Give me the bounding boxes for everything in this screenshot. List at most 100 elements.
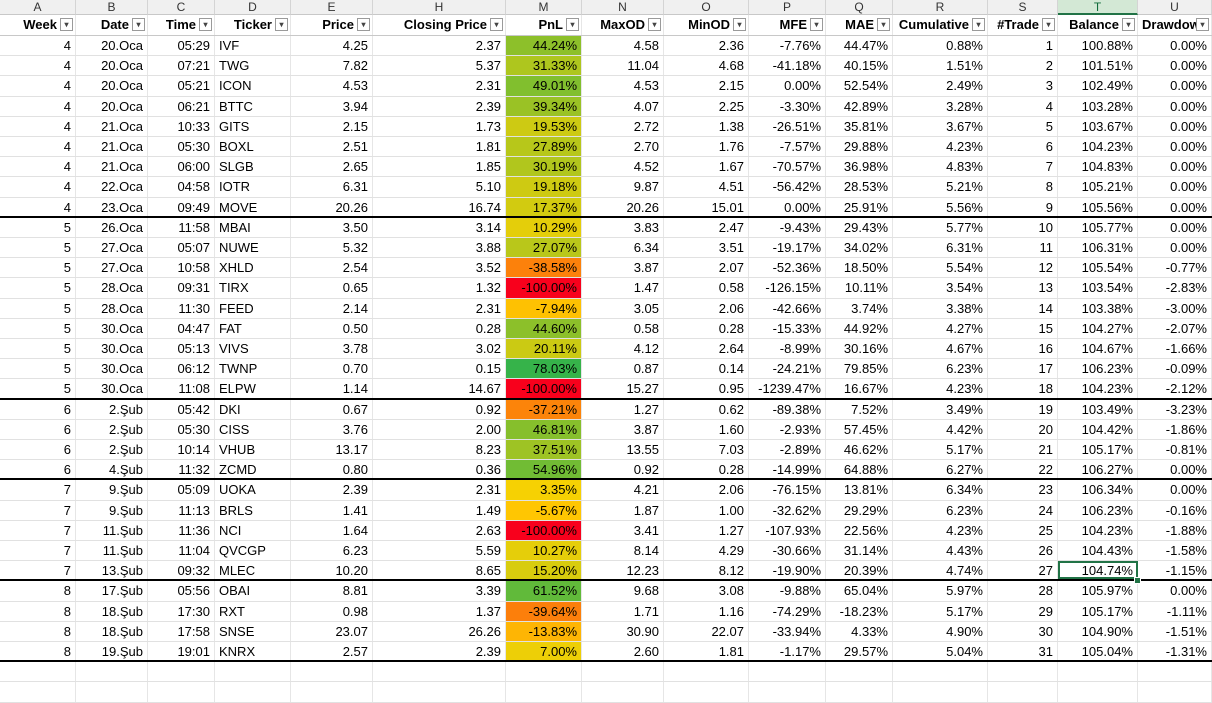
cell-minod[interactable]: 1.76 (664, 137, 749, 157)
cell-drawdown[interactable]: -1.11% (1138, 601, 1212, 621)
cell-trade[interactable]: 28 (988, 581, 1058, 601)
cell-price[interactable]: 3.50 (291, 217, 373, 237)
empty-cell[interactable] (1138, 662, 1212, 682)
cell-drawdown[interactable]: 0.00% (1138, 137, 1212, 157)
cell-cumulative[interactable]: 3.54% (893, 278, 988, 298)
cell-maxod[interactable]: 9.87 (582, 177, 664, 197)
empty-cell[interactable] (1058, 662, 1138, 682)
cell-mae[interactable]: -18.23% (826, 601, 893, 621)
cell-maxod[interactable]: 1.47 (582, 278, 664, 298)
cell-price[interactable]: 6.23 (291, 541, 373, 561)
cell-time[interactable]: 05:21 (148, 76, 215, 96)
cell-closing-price[interactable]: 2.31 (373, 480, 506, 500)
cell-date[interactable]: 17.Şub (76, 581, 148, 601)
cell-closing-price[interactable]: 1.85 (373, 157, 506, 177)
cell-trade[interactable]: 16 (988, 339, 1058, 359)
cell-ticker[interactable]: RXT (215, 601, 291, 621)
cell-minod[interactable]: 1.16 (664, 601, 749, 621)
cell-drawdown[interactable]: -1.88% (1138, 520, 1212, 540)
cell-drawdown[interactable]: -0.09% (1138, 359, 1212, 379)
cell-ticker[interactable]: BRLS (215, 500, 291, 520)
cell-drawdown[interactable]: 0.00% (1138, 96, 1212, 116)
cell-mae[interactable]: 57.45% (826, 419, 893, 439)
cell-date[interactable]: 20.Oca (76, 36, 148, 56)
filter-dropdown-icon[interactable]: ▾ (972, 18, 985, 31)
cell-minod[interactable]: 0.62 (664, 399, 749, 419)
cell-balance[interactable]: 104.74% (1058, 561, 1138, 580)
cell-mae[interactable]: 79.85% (826, 359, 893, 379)
cell-ticker[interactable]: OBAI (215, 581, 291, 601)
cell-week[interactable]: 8 (0, 601, 76, 621)
cell-drawdown[interactable]: 0.00% (1138, 460, 1212, 479)
cell-mae[interactable]: 10.11% (826, 278, 893, 298)
cell-drawdown[interactable]: -1.58% (1138, 541, 1212, 561)
cell-trade[interactable]: 14 (988, 298, 1058, 318)
empty-cell[interactable] (373, 682, 506, 702)
column-header-o[interactable]: O (664, 0, 749, 15)
cell-drawdown[interactable]: -3.23% (1138, 399, 1212, 419)
empty-cell[interactable] (749, 662, 826, 682)
empty-cell[interactable] (826, 682, 893, 702)
cell-week[interactable]: 5 (0, 318, 76, 338)
cell-pnl[interactable]: -37.21% (506, 399, 582, 419)
filter-dropdown-icon[interactable]: ▾ (357, 18, 370, 31)
cell-pnl[interactable]: 31.33% (506, 56, 582, 76)
cell-balance[interactable]: 105.97% (1058, 581, 1138, 601)
cell-minod[interactable]: 4.29 (664, 541, 749, 561)
cell-trade[interactable]: 10 (988, 217, 1058, 237)
filter-dropdown-icon[interactable]: ▾ (810, 18, 823, 31)
cell-time[interactable]: 11:13 (148, 500, 215, 520)
cell-price[interactable]: 13.17 (291, 440, 373, 460)
cell-mae[interactable]: 44.92% (826, 318, 893, 338)
cell-price[interactable]: 2.15 (291, 116, 373, 136)
cell-maxod[interactable]: 2.72 (582, 116, 664, 136)
cell-time[interactable]: 05:29 (148, 36, 215, 56)
cell-mae[interactable]: 13.81% (826, 480, 893, 500)
empty-cell[interactable] (582, 682, 664, 702)
cell-drawdown[interactable]: 0.00% (1138, 581, 1212, 601)
cell-trade[interactable]: 18 (988, 379, 1058, 398)
cell-time[interactable]: 19:01 (148, 642, 215, 661)
cell-price[interactable]: 0.70 (291, 359, 373, 379)
cell-date[interactable]: 9.Şub (76, 500, 148, 520)
cell-minod[interactable]: 15.01 (664, 197, 749, 216)
cell-minod[interactable]: 2.47 (664, 217, 749, 237)
cell-pnl[interactable]: 61.52% (506, 581, 582, 601)
cell-maxod[interactable]: 1.71 (582, 601, 664, 621)
header-cell-balance[interactable]: Balance ▾ (1058, 15, 1138, 35)
cell-mfe[interactable]: -7.57% (749, 137, 826, 157)
cell-cumulative[interactable]: 6.23% (893, 359, 988, 379)
cell-price[interactable]: 0.67 (291, 399, 373, 419)
cell-mae[interactable]: 18.50% (826, 258, 893, 278)
cell-date[interactable]: 21.Oca (76, 137, 148, 157)
cell-time[interactable]: 11:04 (148, 541, 215, 561)
cell-mfe[interactable]: -74.29% (749, 601, 826, 621)
cell-week[interactable]: 5 (0, 217, 76, 237)
cell-ticker[interactable]: FEED (215, 298, 291, 318)
cell-cumulative[interactable]: 5.56% (893, 197, 988, 216)
cell-mae[interactable]: 22.56% (826, 520, 893, 540)
cell-trade[interactable]: 24 (988, 500, 1058, 520)
cell-mfe[interactable]: -2.89% (749, 440, 826, 460)
cell-trade[interactable]: 11 (988, 238, 1058, 258)
cell-maxod[interactable]: 3.87 (582, 419, 664, 439)
empty-cell[interactable] (0, 662, 76, 682)
cell-ticker[interactable]: ICON (215, 76, 291, 96)
cell-date[interactable]: 18.Şub (76, 621, 148, 641)
cell-cumulative[interactable]: 5.21% (893, 177, 988, 197)
empty-cell[interactable] (506, 662, 582, 682)
empty-cell[interactable] (749, 682, 826, 702)
cell-drawdown[interactable]: 0.00% (1138, 197, 1212, 216)
empty-cell[interactable] (664, 662, 749, 682)
header-cell-date[interactable]: Date ▾ (76, 15, 148, 35)
cell-pnl[interactable]: -13.83% (506, 621, 582, 641)
cell-mfe[interactable]: -9.43% (749, 217, 826, 237)
cell-minod[interactable]: 3.08 (664, 581, 749, 601)
cell-maxod[interactable]: 2.70 (582, 137, 664, 157)
cell-maxod[interactable]: 4.12 (582, 339, 664, 359)
cell-maxod[interactable]: 2.60 (582, 642, 664, 661)
cell-maxod[interactable]: 1.27 (582, 399, 664, 419)
cell-drawdown[interactable]: -0.77% (1138, 258, 1212, 278)
cell-time[interactable]: 04:58 (148, 177, 215, 197)
cell-mfe[interactable]: -70.57% (749, 157, 826, 177)
